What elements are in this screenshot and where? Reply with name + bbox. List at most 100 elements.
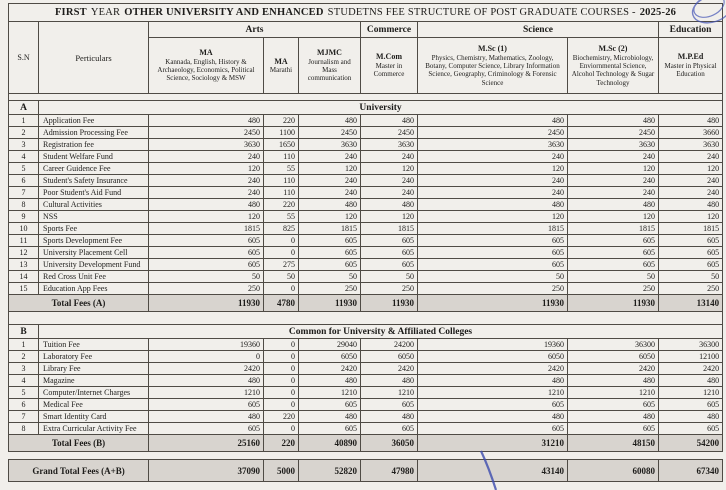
fee-value: 0 (263, 282, 299, 295)
grand-total-value: 60080 (567, 459, 660, 482)
row-serial: 3 (8, 362, 39, 375)
fee-value: 3630 (298, 138, 361, 151)
row-label: Registration fee (38, 138, 149, 151)
fee-value: 3630 (148, 138, 264, 151)
total-a-value: 11930 (567, 294, 659, 312)
fee-row: 10 Sports Fee 1815 825 1815 1815 1815 1815 1815 (8, 222, 724, 235)
fee-value: 240 (148, 150, 264, 163)
fee-value: 19360 (417, 338, 568, 351)
row-label: Extra Curricular Activity Fee (38, 422, 149, 435)
grand-total-value: 5000 (263, 459, 300, 482)
fee-value: 605 (417, 422, 568, 435)
fee-value: 3660 (657, 126, 724, 139)
total-a-row: Total Fees (A) 11930 4780 11930 11930 11… (8, 294, 724, 312)
row-label: Cultural Activities (38, 198, 149, 211)
fee-value: 120 (148, 162, 264, 175)
fee-value: 480 (417, 374, 568, 387)
row-serial: 5 (8, 162, 39, 175)
fee-row: 6 Medical Fee 605 0 605 605 605 605 605 (8, 398, 724, 411)
fee-value: 605 (567, 234, 659, 247)
fee-value: 605 (148, 246, 264, 259)
fee-value: 1210 (148, 386, 264, 399)
row-label: Medical Fee (38, 398, 149, 411)
grand-total-label: Grand Total Fees (A+B) (7, 459, 150, 482)
row-label: Tuition Fee (38, 338, 149, 351)
fee-value: 605 (567, 422, 659, 435)
total-b-value: 48150 (567, 434, 659, 452)
row-label: Education App Fees (38, 282, 149, 295)
total-a-value: 11930 (298, 294, 361, 312)
fee-value: 220 (263, 198, 299, 211)
fee-value: 120 (417, 162, 568, 175)
course-subtitle: Biochemistry, Microbiology, Enviornmenta… (571, 53, 655, 87)
fee-value: 1815 (360, 222, 418, 235)
row-label: Magazine (38, 374, 149, 387)
fee-value: 605 (298, 246, 361, 259)
row-serial: 13 (8, 258, 39, 271)
fee-value: 480 (567, 410, 659, 423)
fee-value: 605 (417, 258, 568, 271)
fee-row: 12 University Placement Cell 605 0 605 605 605… (8, 246, 724, 259)
fee-row: 5 Computer/Internet Charges 1210 0 1210 1210 1… (8, 386, 724, 399)
title-part: FIRST (54, 7, 87, 18)
fee-value: 0 (263, 338, 299, 351)
fee-value: 240 (567, 174, 659, 187)
fee-value: 240 (657, 150, 724, 163)
fee-value: 240 (657, 186, 724, 199)
row-label: Career Guidence Fee (38, 162, 149, 175)
row-serial: 11 (8, 234, 39, 247)
fee-value: 50 (360, 270, 418, 283)
fee-value: 50 (148, 270, 264, 283)
fee-value: 250 (567, 282, 659, 295)
course-header-mjmc: MJMC Journalism and Mass communication (298, 37, 361, 94)
fee-value: 605 (657, 422, 724, 435)
fee-row: 3 Registration fee 3630 1650 3630 3630 3630 363… (8, 138, 724, 151)
row-label: Admission Processing Fee (38, 126, 149, 139)
row-serial: 7 (8, 186, 39, 199)
fee-row: 4 Student Welfare Fund 240 110 240 240 240 240 2… (8, 150, 724, 163)
fee-value: 605 (567, 258, 659, 271)
fee-row: 7 Smart Identity Card 480 220 480 480 480 480 48… (8, 410, 724, 423)
course-header-ma: MA Kannada, English, History & Archaeolog… (148, 37, 264, 94)
fee-value: 1815 (657, 222, 724, 235)
total-b-value: 40890 (298, 434, 361, 452)
row-serial: 1 (8, 114, 39, 127)
course-subtitle: Master in Physical Education (664, 62, 717, 79)
fee-value: 2450 (298, 126, 361, 139)
course-title: MJMC (317, 48, 342, 58)
fee-value: 120 (657, 210, 724, 223)
row-label: Sports Development Fee (38, 234, 149, 247)
fee-value: 2450 (417, 126, 568, 139)
fee-value: 1815 (417, 222, 568, 235)
course-subtitle: Journalism and Mass communication (307, 57, 352, 83)
fee-value: 605 (360, 258, 418, 271)
fee-value: 24200 (360, 338, 418, 351)
section-b-code: B (8, 324, 39, 339)
fee-value: 480 (657, 410, 724, 423)
fee-value: 480 (657, 374, 724, 387)
fee-value: 250 (298, 282, 361, 295)
section-a-code: A (8, 100, 39, 115)
row-label: University Placement Cell (38, 246, 149, 259)
row-serial: 9 (8, 210, 39, 223)
fee-value: 120 (567, 162, 659, 175)
course-title: MA (274, 56, 288, 66)
fee-value: 3630 (417, 138, 568, 151)
fee-value: 240 (360, 186, 418, 199)
fee-value: 1100 (263, 126, 299, 139)
row-label: University Development Fund (38, 258, 149, 271)
course-title: M.Sc (1) (478, 44, 507, 54)
fee-value: 2450 (148, 126, 264, 139)
total-b-value: 25160 (148, 434, 264, 452)
row-serial: 14 (8, 270, 39, 283)
fee-value: 480 (148, 410, 264, 423)
fee-row: 8 Extra Curricular Activity Fee 605 0 605 605… (8, 422, 724, 435)
spacer-cell (7, 93, 724, 101)
fee-value: 605 (417, 234, 568, 247)
section-b-header-row: B Common for University & Affiliated Col… (8, 324, 724, 339)
fee-value: 110 (263, 150, 299, 163)
fee-value: 220 (263, 114, 299, 127)
fee-value: 250 (417, 282, 568, 295)
total-b-value: 36050 (360, 434, 418, 452)
